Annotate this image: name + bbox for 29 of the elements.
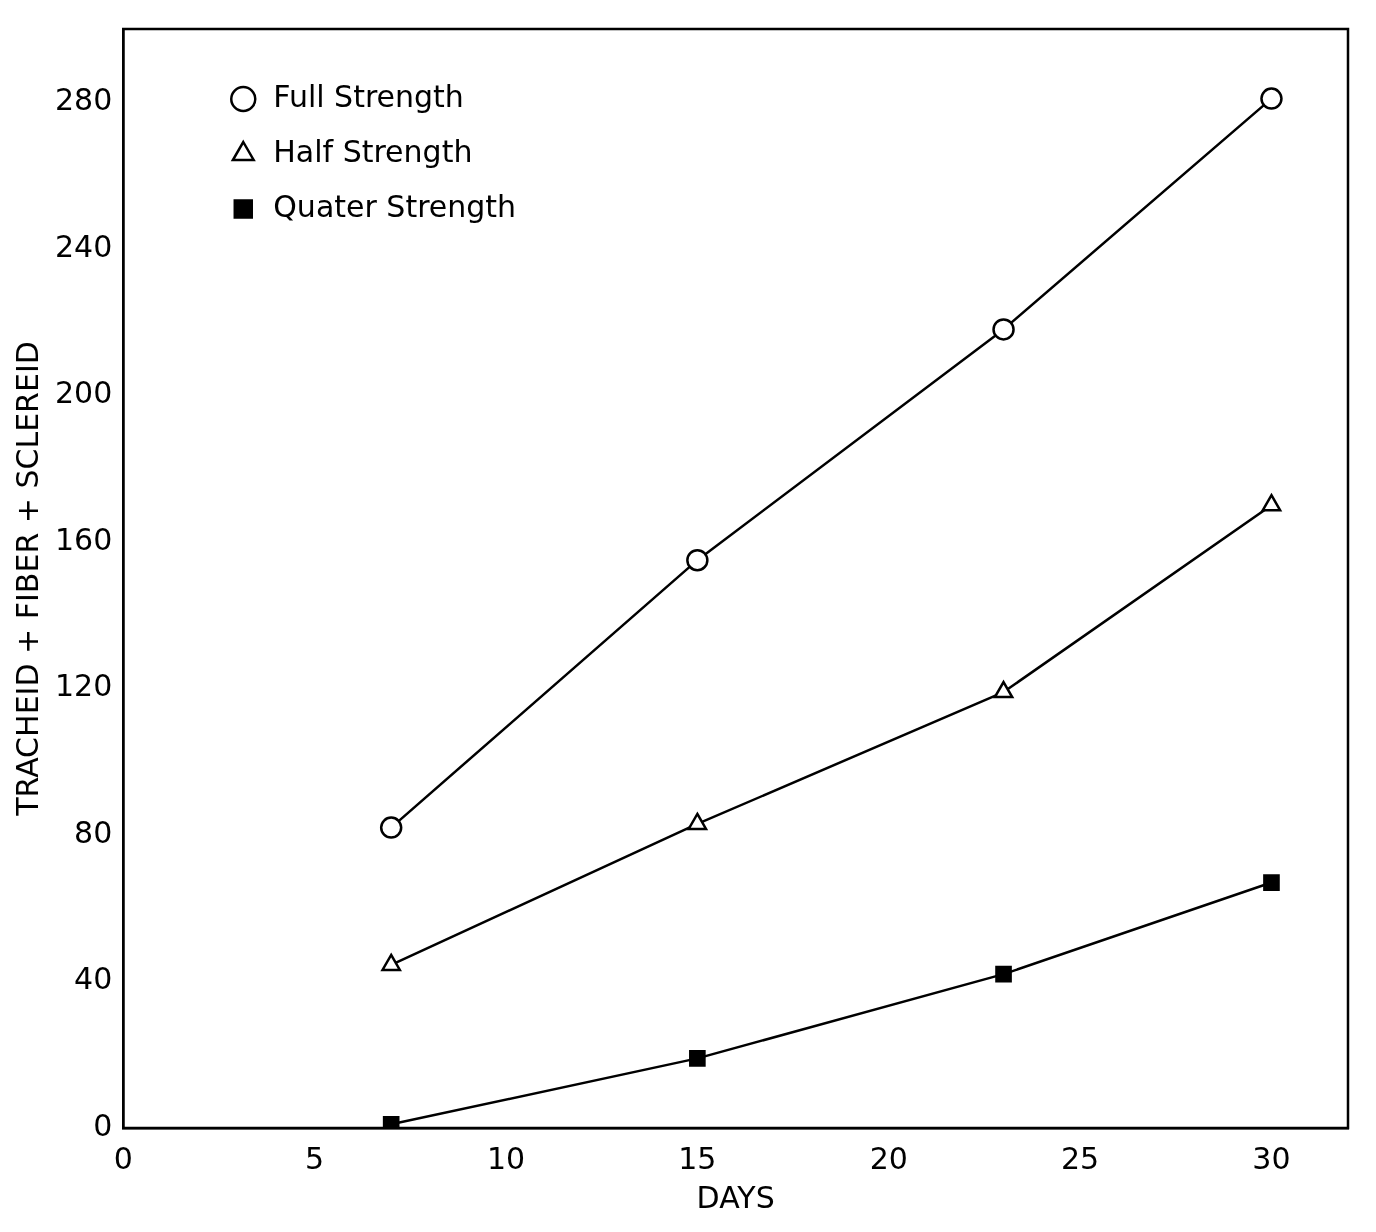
y-tick-label: 0 [93, 1107, 113, 1143]
point [381, 953, 402, 972]
x-tick-label: 30 [1252, 1140, 1291, 1176]
y-tick-label: 200 [55, 375, 113, 411]
x-tick-label: 10 [486, 1140, 526, 1176]
legend-label: Quater Strength [273, 188, 517, 224]
point [686, 548, 709, 572]
x-tick-label: 5 [305, 1140, 325, 1176]
point [1263, 874, 1280, 891]
y-tick-label: 160 [55, 521, 113, 557]
x-tick-label: 20 [869, 1140, 908, 1176]
point [992, 318, 1015, 341]
point [379, 816, 403, 839]
y-tick-label: 120 [55, 668, 113, 704]
y-tick-label: 40 [74, 961, 113, 997]
y-axis-title: TRACHEID + FIBER + SCLEREID [9, 341, 45, 817]
x-axis-title: DAYS [696, 1179, 775, 1215]
legend-label: Full Strength [273, 78, 464, 114]
legend-label: Half Strength [273, 133, 473, 169]
y-tick-label: 280 [55, 82, 113, 118]
y-tick-label: 240 [55, 228, 113, 264]
point [993, 680, 1014, 699]
x-tick-label: 25 [1060, 1140, 1100, 1176]
point [689, 1050, 706, 1067]
point [995, 965, 1012, 983]
point [1260, 87, 1283, 110]
y-tick-label: 80 [74, 814, 113, 850]
x-tick-label: 15 [678, 1140, 717, 1176]
point [687, 812, 708, 831]
